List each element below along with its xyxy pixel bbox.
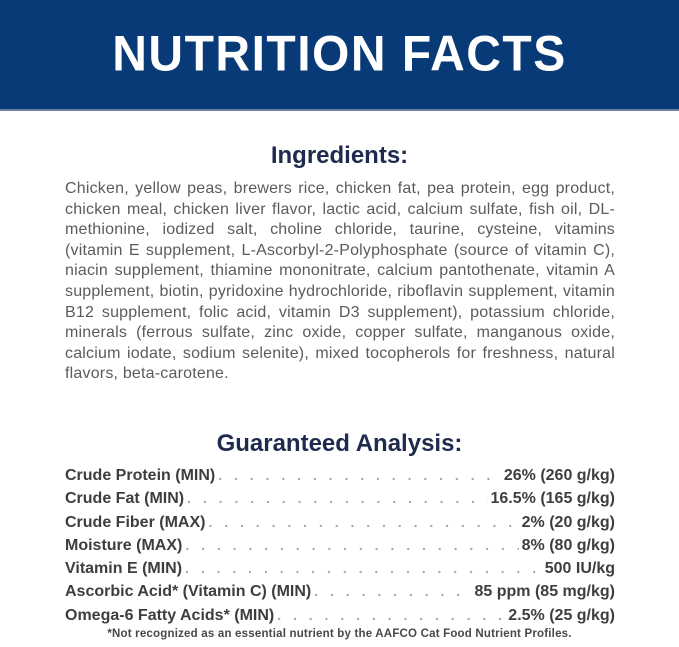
dot-leader [218,467,501,483]
nutrient-value: 16.5% (165 g/kg) [490,490,616,508]
nutrient-label: Crude Protein (MIN) [65,466,216,484]
header-banner: NUTRITION FACTS [0,0,679,111]
guaranteed-analysis-table: Crude Protein (MIN) 26% (260 g/kg) Crude F… [65,467,615,630]
guaranteed-analysis-section: Guaranteed Analysis: Crude Protein (MIN)… [0,430,679,630]
nutrient-value: 500 IU/kg [544,560,615,578]
ingredients-section: Ingredients: Chicken, yellow peas, brewe… [0,142,679,385]
analysis-row: Vitamin E (MIN) 500 IU/kg [65,560,615,583]
dot-leader [314,583,471,599]
nutrient-label: Crude Fiber (MAX) [65,513,206,531]
nutrient-value: 2% (20 g/kg) [521,513,615,531]
nutrient-label: Omega-6 Fatty Acids* (MIN) [65,606,275,624]
dot-leader [185,560,542,576]
ingredients-text: Chicken, yellow peas, brewers rice, chic… [65,180,615,383]
dot-leader [187,490,487,506]
dot-leader [208,514,518,530]
analysis-row: Crude Fiber (MAX) 2% (20 g/kg) [65,514,615,537]
nutrient-value: 26% (260 g/kg) [503,466,615,484]
ingredients-heading: Ingredients: [270,142,409,169]
analysis-row: Moisture (MAX) 8% (80 g/kg) [65,537,615,560]
nutrient-label: Vitamin E (MIN) [65,560,183,578]
analysis-row: Omega-6 Fatty Acids* (MIN) 2.5% (25 g/kg) [65,607,615,630]
nutrient-label: Crude Fat (MIN) [65,490,185,508]
page-title: NUTRITION FACTS [112,26,567,83]
analysis-row: Crude Fat (MIN) 16.5% (165 g/kg) [65,490,615,513]
nutrient-value: 2.5% (25 g/kg) [508,606,615,624]
guaranteed-analysis-heading: Guaranteed Analysis: [216,429,463,457]
analysis-row: Crude Protein (MIN) 26% (260 g/kg) [65,467,615,490]
analysis-row: Ascorbic Acid* (Vitamin C) (MIN) 85 ppm (… [65,583,615,606]
nutrient-value: 85 ppm (85 mg/kg) [474,583,615,601]
nutrient-label: Moisture (MAX) [65,536,183,554]
nutrient-value: 8% (80 g/kg) [521,536,615,554]
nutrient-label: Ascorbic Acid* (Vitamin C) (MIN) [65,583,312,601]
dot-leader [277,607,505,623]
dot-leader [185,537,518,553]
footnote: *Not recognized as an essential nutrient… [107,628,572,640]
